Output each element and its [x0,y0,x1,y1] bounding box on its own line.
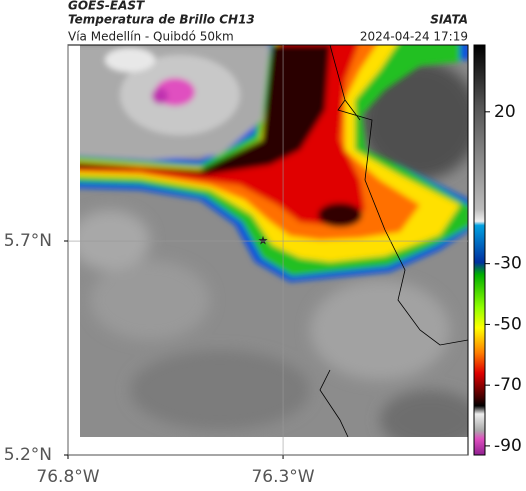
datetime: 2024-04-24 17:19 [360,30,468,44]
colorbar [473,44,486,456]
title: Temperatura de Brillo CH13 [68,13,255,27]
imagery: ★ [80,45,468,437]
colorbar-tick-label: -70 [494,375,522,395]
colorbar-tick-label: 20 [494,102,516,122]
source: GOES-EAST [68,0,145,13]
x-tick-label: 76.3°W [251,467,314,487]
org: SIATA [430,13,468,27]
x-tick-label: 76.8°W [36,467,99,487]
colorbar-tick-label: -30 [494,254,522,274]
y-tick-label: 5.7°N [4,231,52,251]
colorbar-tick-label: -50 [494,314,522,334]
colorbar-tick-label: -90 [494,436,522,456]
subtitle: Vía Medellín - Quibdó 50km [68,30,234,44]
svg-text:★: ★ [258,234,269,248]
y-tick-label: 5.2°N [4,445,52,465]
